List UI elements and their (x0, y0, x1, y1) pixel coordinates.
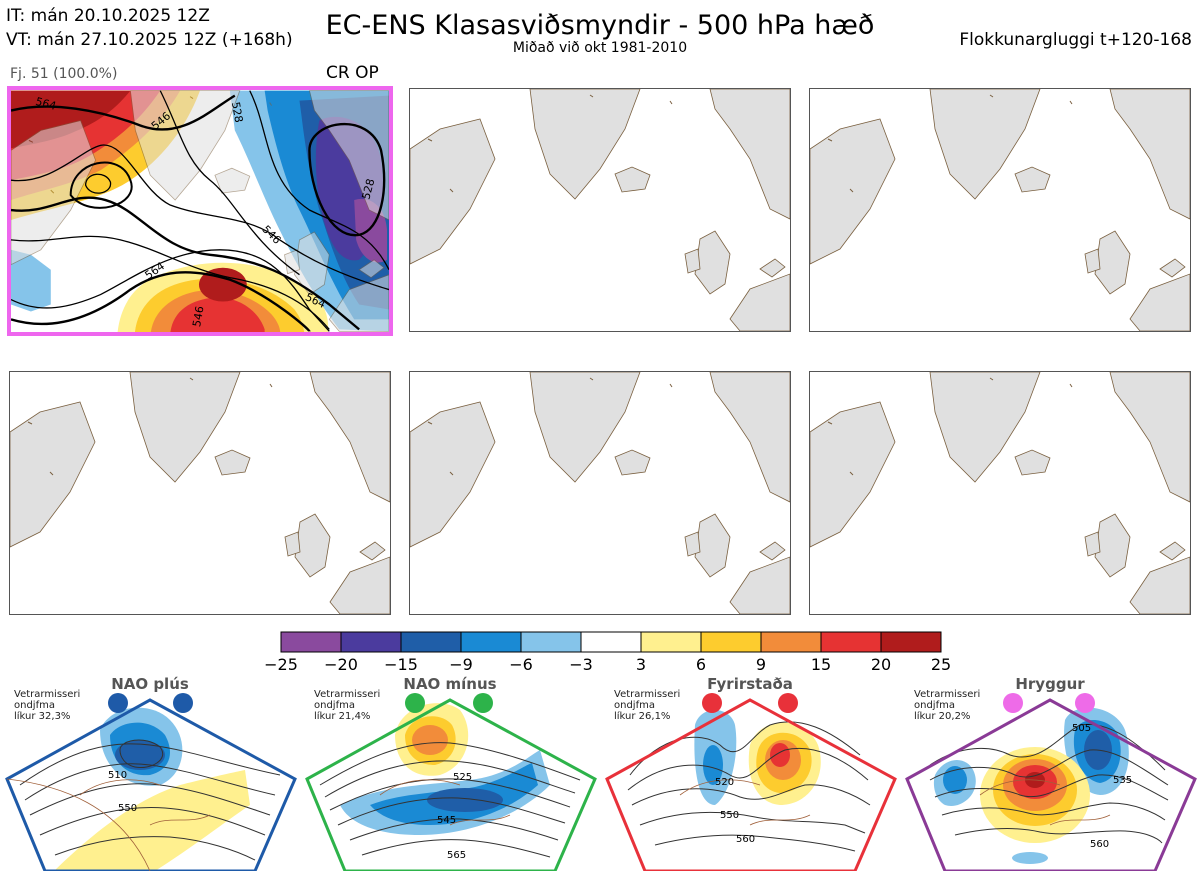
colorbar-tick-label: −15 (384, 655, 418, 674)
page-subtitle: Miðað við okt 1981-2010 (512, 40, 688, 56)
colorbar-segment (700, 631, 762, 653)
colorbar-segment (460, 631, 522, 653)
valid-time: VT: mán 27.10.2025 12Z (+168h) (6, 30, 293, 50)
issue-time: IT: mán 20.10.2025 12Z (6, 6, 210, 26)
colorbar-tick-label: 15 (810, 655, 832, 674)
classification-window: Flokkunargluggi t+120-168 (959, 30, 1192, 50)
cluster-contour-labels: 564 546 528 546 564 564 528 546 (34, 95, 377, 328)
regime-name: Fyrirstaða (707, 675, 793, 693)
regime-contour-label: 545 (437, 815, 456, 826)
colorbar-segment (880, 631, 942, 653)
regime-map-ridge: 505 535 560 (905, 693, 1197, 871)
colorbar-tick-label: −9 (449, 655, 473, 674)
empty-map-panel (809, 88, 1191, 332)
basemap (810, 372, 1190, 614)
colorbar-segment (340, 631, 402, 653)
regime-contour-label: 525 (453, 772, 472, 783)
regime-panel-nao-minus: Vetrarmisseri ondjfma líkur 21,4% NAO mí… (300, 675, 600, 871)
regime-note: Vetrarmisseri ondjfma líkur 26,1% (614, 689, 681, 722)
basemap (410, 372, 790, 614)
colorbar-tick-label: 3 (635, 655, 647, 674)
anomaly-colorbar (280, 631, 942, 653)
cluster-map-panel: 564 546 528 546 564 564 528 546 (7, 86, 393, 336)
contour-label: 546 (190, 305, 206, 328)
basemap (410, 89, 790, 331)
basemap (810, 89, 1190, 331)
empty-map-panel (9, 371, 391, 615)
regime-map-nao-plus: 510 550 (5, 693, 297, 871)
colorbar-segment (820, 631, 882, 653)
regime-note: Vetrarmisseri ondjfma líkur 32,3% (14, 689, 81, 722)
empty-map-panel (809, 371, 1191, 615)
colorbar-tick-label: 6 (695, 655, 707, 674)
colorbar-segment (760, 631, 822, 653)
colorbar-tick-label: 25 (930, 655, 952, 674)
page-title: EC-ENS Klasasviðsmyndir - 500 hPa hæð (325, 10, 875, 41)
colorbar-segment (640, 631, 702, 653)
colorbar-segment (520, 631, 582, 653)
basemap (10, 372, 390, 614)
regime-contour-label: 520 (715, 777, 734, 788)
regime-panel-nao-plus: Vetrarmisseri ondjfma líkur 32,3% NAO pl… (0, 675, 300, 871)
regime-name: NAO plús (111, 675, 189, 693)
colorbar-tick-label: −3 (569, 655, 593, 674)
contour-label: 528 (229, 101, 245, 124)
colorbar-segment (580, 631, 642, 653)
colorbar-tick-label: −6 (509, 655, 533, 674)
regime-contour-label: 550 (720, 810, 739, 821)
colorbar-tick-label: 20 (870, 655, 892, 674)
regime-contour-label: 535 (1113, 775, 1132, 786)
regime-contour-label: 560 (1090, 839, 1109, 850)
regime-contour-label: 560 (736, 834, 755, 845)
empty-map-panel (409, 371, 791, 615)
colorbar-segment (400, 631, 462, 653)
regime-panel-blocking: Vetrarmisseri ondjfma líkur 26,1% Fyrirs… (600, 675, 900, 871)
regime-map-blocking: 520 550 560 (605, 693, 897, 871)
regime-contour-label: 505 (1072, 723, 1091, 734)
regime-contour-label: 510 (108, 770, 127, 781)
regime-panel-ridge: Vetrarmisseri ondjfma líkur 20,2% Hryggu… (900, 675, 1200, 871)
cluster-anomaly-map: 564 546 528 546 564 564 528 546 (11, 90, 389, 332)
regime-note: Vetrarmisseri ondjfma líkur 20,2% (914, 689, 981, 722)
contour-label: 564 (34, 95, 58, 113)
regime-map-nao-minus: 525 545 565 (305, 693, 597, 871)
contour-label: 528 (359, 177, 377, 201)
colorbar-tick-label: 9 (755, 655, 767, 674)
cluster-members-label: Fj. 51 (100.0%) (10, 66, 118, 82)
empty-map-panel (409, 88, 791, 332)
regime-name: NAO mínus (403, 675, 497, 693)
cluster-regime-label: CR OP (326, 63, 379, 83)
regime-name: Hryggur (1015, 675, 1085, 693)
regime-note: Vetrarmisseri ondjfma líkur 21,4% (314, 689, 381, 722)
colorbar-segment (280, 631, 342, 653)
colorbar-tick-label: −20 (324, 655, 358, 674)
colorbar-tick-label: −25 (264, 655, 298, 674)
regime-contour-label: 550 (118, 803, 137, 814)
regime-contour-label: 565 (447, 850, 466, 861)
